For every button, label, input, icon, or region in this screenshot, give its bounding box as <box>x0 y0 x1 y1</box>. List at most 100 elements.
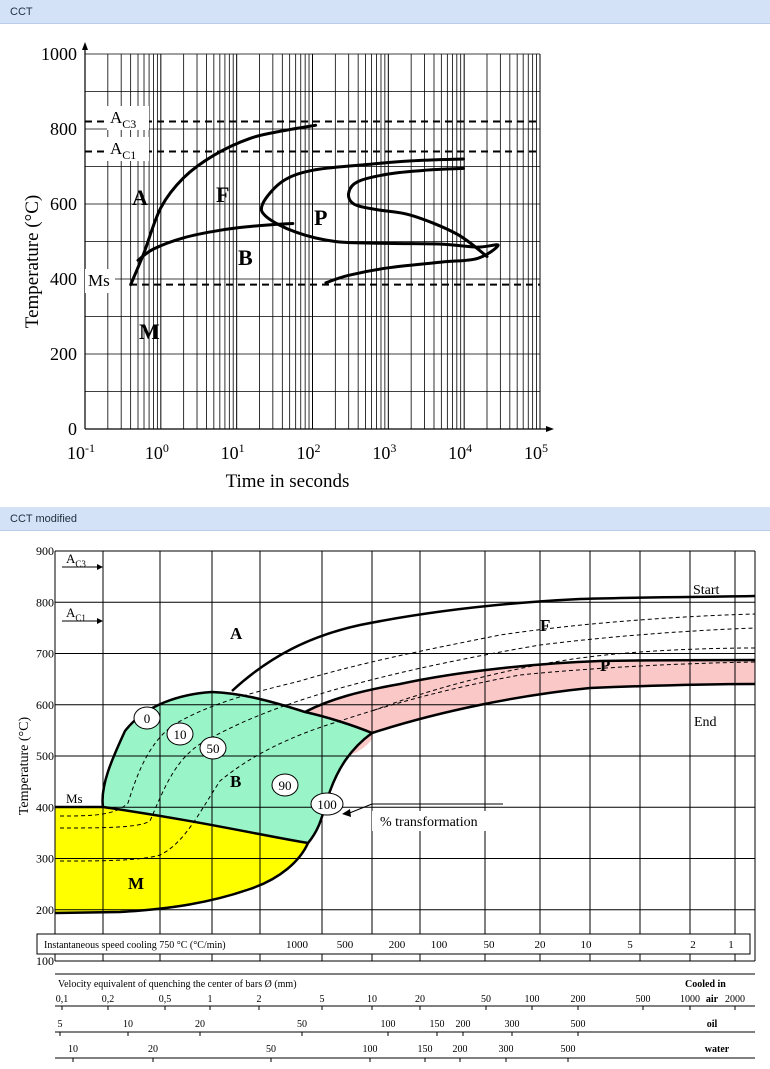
region-fill-m <box>55 807 308 913</box>
transformation-label: % transformation <box>380 815 478 830</box>
percent-label: 100 <box>317 797 337 812</box>
scale-medium-label: water <box>705 1044 730 1055</box>
martensite-boundary-curve <box>55 805 309 845</box>
scale-tick-label: 1 <box>728 939 734 951</box>
scale-tick-label: 50 <box>484 939 496 951</box>
end-curve <box>371 682 756 735</box>
scale-tick-label: 100 <box>363 1044 378 1055</box>
y-tick-label: 500 <box>36 749 54 763</box>
x-tick-label: 103 <box>372 441 396 463</box>
x-axis-arrow <box>546 426 554 432</box>
transformation-curves <box>129 123 500 287</box>
region-label: P <box>314 205 327 230</box>
scale-tick-label: 2000 <box>725 994 745 1005</box>
scale-tick-label: 10 <box>123 1019 133 1030</box>
percent-bubble <box>133 706 161 730</box>
scale-tick-label: 150 <box>430 1019 445 1030</box>
scale-tick-label: 50 <box>266 1044 276 1055</box>
scale-tick-label: 5 <box>627 939 633 951</box>
scale-tick-label: 100 <box>381 1019 396 1030</box>
scale-medium-label: oil <box>707 1019 718 1030</box>
region-fill-p <box>305 660 755 733</box>
cooling-scales: Instantaneous speed cooling 750 °C (°C/m… <box>36 933 755 1062</box>
region-label: M <box>139 319 160 344</box>
chart-labels: A F P B M <box>132 182 327 344</box>
transformation-leader <box>346 803 373 815</box>
scale-tick-label: 10 <box>68 1044 78 1055</box>
y-tick-label: 800 <box>50 119 77 139</box>
reference-label: Ms <box>88 271 110 290</box>
transformation-label-bg <box>372 811 502 831</box>
scale-tick-label: 500 <box>337 939 354 951</box>
scale-tick-label: 0,5 <box>159 994 172 1005</box>
reference-arrow-head <box>97 564 103 570</box>
dashed-curve <box>59 613 756 817</box>
scale-tick-label: 2 <box>257 994 262 1005</box>
region-label: A <box>230 624 243 643</box>
percent-bubble <box>199 736 227 760</box>
y-tick-label: 0 <box>68 419 77 439</box>
region-label: F <box>540 616 550 635</box>
reference-arrow-head <box>97 618 103 624</box>
y-tick-label: 400 <box>50 269 77 289</box>
x-axis-title: Time in seconds <box>226 471 350 492</box>
scale-box <box>36 933 751 955</box>
reference-label-bg <box>85 269 115 293</box>
reference-label: AC1 <box>110 139 136 162</box>
curve-label-start: Start <box>693 583 720 598</box>
x-tick-label: 10-1 <box>67 441 95 463</box>
dashed-curve <box>59 661 756 862</box>
chart-axes: 0 200 400 600 800 1000 10-1 100 101 102 103 104 105 T… <box>22 42 554 492</box>
scale-tick-label: 200 <box>456 1019 471 1030</box>
scale-tick-label: 20 <box>148 1044 158 1055</box>
chart-grid <box>85 53 541 429</box>
scale-tick-label: 200 <box>453 1044 468 1055</box>
scale-tick-label: 500 <box>571 1019 586 1030</box>
chart-labels: AC3 AC1 Ms A F P B M Start End 0 10 50 90 100 % transfo… <box>55 551 720 893</box>
x-tick-label: 100 <box>145 441 169 463</box>
y-tick-label: 400 <box>36 800 54 814</box>
dashed-curve <box>371 647 756 712</box>
transformation-curve <box>136 222 295 262</box>
x-tick-label: 104 <box>448 441 472 463</box>
y-tick-label: 200 <box>36 903 54 917</box>
region-label: M <box>128 874 144 893</box>
y-tick-label: 600 <box>50 194 77 214</box>
scale-tick-label: 5 <box>58 1019 63 1030</box>
scale-tick-label: 200 <box>571 994 586 1005</box>
section-header-cct: CCT <box>0 0 770 24</box>
reference-label: AC1 <box>66 605 86 623</box>
region-label: A <box>132 185 148 210</box>
scale-tick-label: 0,2 <box>102 994 115 1005</box>
percent-label: 50 <box>207 741 220 756</box>
dashed-curve <box>59 627 756 829</box>
y-tick-label: 1000 <box>41 44 77 64</box>
scale-tick-label: 300 <box>505 1019 520 1030</box>
y-axis-title: Temperature (°C) <box>17 717 32 816</box>
scale-tick-label: 50 <box>297 1019 307 1030</box>
y-tick-label: 700 <box>36 647 54 661</box>
transformation-curve <box>259 157 500 285</box>
scale-tick-label: 150 <box>418 1044 433 1055</box>
scale-tick-label: 0,1 <box>56 994 69 1005</box>
x-tick-label: 102 <box>297 441 321 463</box>
scale-tick-label: 2 <box>690 939 696 951</box>
reference-label: AC3 <box>66 551 86 569</box>
y-tick-label: 100 <box>36 954 54 968</box>
percent-bubble <box>166 722 194 746</box>
region-label: B <box>238 245 253 270</box>
scale-tick-label: 20 <box>535 939 547 951</box>
transformation-curve <box>129 123 318 287</box>
y-tick-label: 800 <box>36 595 54 609</box>
scale-tick-label: 20 <box>195 1019 205 1030</box>
transformation-curve <box>346 166 489 258</box>
y-tick-label: 300 <box>36 852 54 866</box>
scale-tick-label: 5 <box>320 994 325 1005</box>
percent-label: 10 <box>174 727 187 742</box>
scale-tick-label: 100 <box>431 939 448 951</box>
scale-tick-label: 10 <box>367 994 377 1005</box>
scale-tick-label: 100 <box>525 994 540 1005</box>
percent-label: 90 <box>279 778 292 793</box>
